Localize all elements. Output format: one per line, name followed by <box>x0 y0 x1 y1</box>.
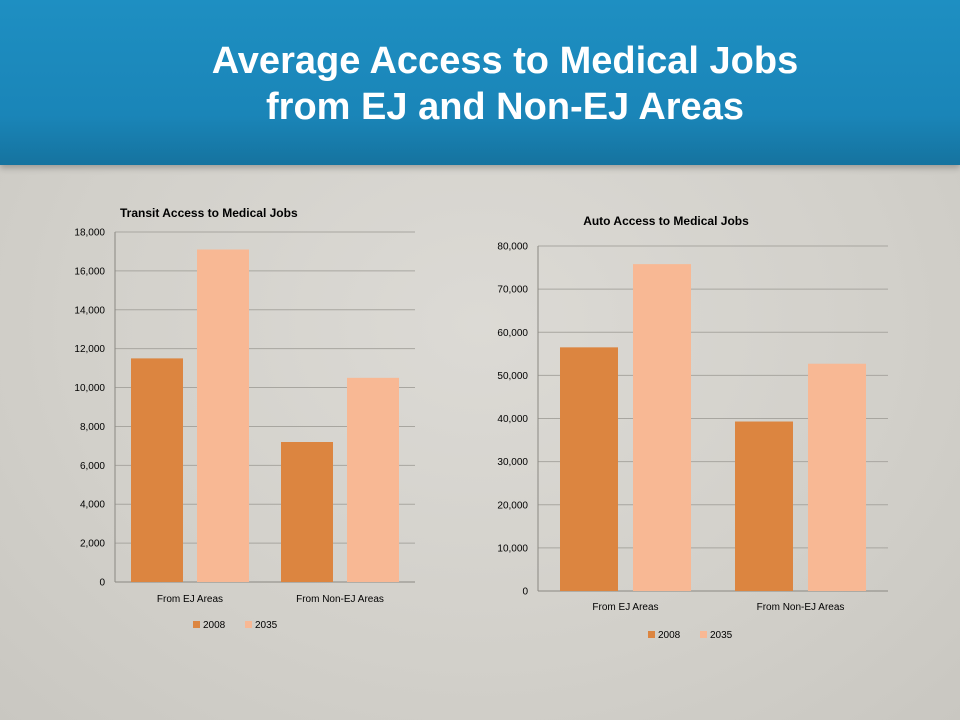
auto-legend-label-2008: 2008 <box>658 630 681 641</box>
auto-y-tick-label: 0 <box>522 587 528 598</box>
auto-y-tick-label: 30,000 <box>497 457 528 468</box>
auto-bar-2008-ej <box>560 347 618 591</box>
auto-access-chart: Auto Access to Medical Jobs 0 10,000 20,000… <box>497 214 888 641</box>
auto-legend-label-2035: 2035 <box>710 630 733 641</box>
auto-y-tick-label: 60,000 <box>497 328 528 339</box>
transit-bar-2035-non-ej <box>347 377 399 582</box>
auto-bar-2008-non-ej <box>735 421 793 591</box>
transit-chart-title: Transit Access to Medical Jobs <box>120 206 298 220</box>
auto-category-label: From Non-EJ Areas <box>757 602 845 613</box>
transit-y-tick-label: 6,000 <box>80 461 105 472</box>
transit-category-label: From EJ Areas <box>157 594 223 605</box>
auto-y-tick-label: 40,000 <box>497 414 528 425</box>
auto-chart-title: Auto Access to Medical Jobs <box>583 214 749 228</box>
transit-y-tick-label: 10,000 <box>74 383 105 394</box>
transit-bar-2035-ej <box>197 249 249 582</box>
transit-bar-2008-ej <box>131 358 183 582</box>
auto-y-tick-label: 10,000 <box>497 543 528 554</box>
auto-category-label: From EJ Areas <box>592 602 658 613</box>
transit-y-tick-label: 12,000 <box>74 344 105 355</box>
auto-y-tick-label: 20,000 <box>497 500 528 511</box>
transit-y-tick-label: 14,000 <box>74 305 105 316</box>
slide-title-line-1: Average Access to Medical Jobs <box>211 40 799 82</box>
transit-y-tick-label: 18,000 <box>74 228 105 239</box>
transit-bar-2008-non-ej <box>281 442 333 582</box>
slide-title: Average Access to Medical Jobs from EJ a… <box>0 38 960 130</box>
auto-y-tick-label: 70,000 <box>497 285 528 296</box>
auto-bar-2035-ej <box>633 264 691 591</box>
auto-bar-2035-non-ej <box>808 363 866 591</box>
transit-y-tick-label: 16,000 <box>74 266 105 277</box>
auto-y-tick-label: 50,000 <box>497 371 528 382</box>
transit-y-tick-label: 2,000 <box>80 539 105 550</box>
transit-y-tick-label: 8,000 <box>80 422 105 433</box>
transit-legend-label-2035: 2035 <box>255 620 278 631</box>
transit-access-chart: Transit Access to Medical Jobs 0 2,000 4,00… <box>74 206 415 631</box>
title-banner <box>0 0 960 165</box>
transit-y-tick-label: 0 <box>99 578 105 589</box>
auto-legend-swatch-2008 <box>648 631 655 638</box>
auto-legend-swatch-2035 <box>700 631 707 638</box>
transit-y-tick-label: 4,000 <box>80 500 105 511</box>
transit-category-label: From Non-EJ Areas <box>296 594 384 605</box>
slide-title-line-2: from EJ and Non-EJ Areas <box>266 86 744 128</box>
transit-legend-swatch-2035 <box>245 621 252 628</box>
transit-legend-swatch-2008 <box>193 621 200 628</box>
auto-y-tick-label: 80,000 <box>497 242 528 253</box>
transit-legend-label-2008: 2008 <box>203 620 226 631</box>
